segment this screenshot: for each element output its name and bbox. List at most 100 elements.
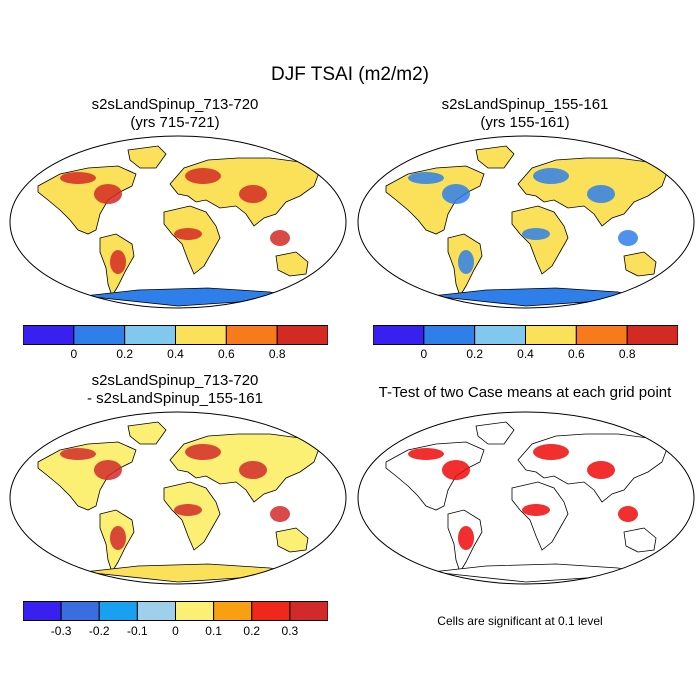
colorbar-case-2-tick-label: 0.4 bbox=[517, 347, 534, 361]
map-field-patch bbox=[60, 448, 96, 460]
colorbar-case-2-tick-label: 0 bbox=[420, 347, 428, 361]
map-difference bbox=[9, 411, 347, 585]
continent-africa bbox=[163, 205, 221, 275]
colorbar-case-1-swatch bbox=[124, 325, 176, 345]
continent-australia bbox=[275, 251, 309, 277]
colorbar-difference-labels: -0.3 -0.2 -0.1 0 0.1 0.2 0.3 bbox=[23, 624, 328, 640]
colorbar-case-2-swatch bbox=[575, 325, 628, 345]
panel-3-title-line1: s2sLandSpinup_713-720 bbox=[91, 372, 259, 389]
map-field-patch bbox=[618, 506, 638, 522]
map-field-patch bbox=[185, 444, 221, 460]
map-field-patch bbox=[408, 448, 444, 460]
continent-australia bbox=[275, 527, 309, 553]
panel-4-title-line1: T-Test of two Case means at each grid po… bbox=[378, 384, 672, 401]
colorbar-case-2 bbox=[373, 325, 678, 345]
panel-1-title-line2: (yrs 715-721) bbox=[130, 114, 220, 131]
colorbar-case-2-labels: 0 0.2 0.4 0.6 0.8 bbox=[373, 347, 678, 363]
panel-1-title-line1: s2sLandSpinup_713-720 bbox=[91, 96, 259, 113]
colorbar-difference-swatch bbox=[213, 601, 253, 621]
map-ttest bbox=[357, 411, 695, 585]
colorbar-difference-tick-label: 0 bbox=[172, 624, 179, 638]
panel-3-title-line2: - s2sLandSpinup_155-161 bbox=[87, 390, 263, 407]
map-field-patch bbox=[442, 184, 470, 204]
continent-north-america bbox=[37, 441, 137, 511]
map-field-patch bbox=[94, 184, 122, 204]
colorbar-case-2-swatch bbox=[474, 325, 526, 345]
colorbar-difference bbox=[23, 601, 328, 621]
map-border bbox=[357, 135, 695, 309]
map-field-patch bbox=[60, 172, 96, 184]
colorbar-case-2-tick-label: 0.2 bbox=[466, 347, 483, 361]
map-field-patch bbox=[174, 504, 202, 516]
colorbar-difference-tick-label: -0.1 bbox=[127, 624, 148, 638]
map-field-patch bbox=[270, 230, 290, 246]
map-field-patch bbox=[110, 526, 126, 550]
map-field-patch bbox=[239, 461, 267, 479]
continent-greenland bbox=[475, 421, 515, 445]
colorbar-case-1-swatch bbox=[276, 325, 328, 345]
colorbar-difference-tick-label: 0.1 bbox=[205, 624, 222, 638]
map-field-patch bbox=[94, 460, 122, 480]
colorbar-case-2-swatch bbox=[423, 325, 476, 345]
colorbar-case-1-tick-label: 0.6 bbox=[217, 347, 235, 361]
panel-2-title-line2: (yrs 155-161) bbox=[480, 114, 570, 131]
colorbar-case-1-swatch bbox=[23, 325, 75, 345]
colorbar-case-1-tick-label: 0.8 bbox=[268, 347, 286, 361]
figure-title: DJF TSAI (m2/m2) bbox=[271, 64, 429, 85]
continent-greenland bbox=[127, 145, 167, 169]
continent-africa bbox=[511, 205, 569, 275]
map-field-patch bbox=[533, 444, 569, 460]
colorbar-case-2-swatch bbox=[626, 325, 678, 345]
colorbar-difference-swatch bbox=[98, 601, 138, 621]
map-case-2 bbox=[357, 135, 695, 309]
colorbar-difference-swatch bbox=[136, 601, 176, 621]
map-field-patch bbox=[522, 228, 550, 240]
continent-north-america bbox=[385, 165, 485, 235]
colorbar-case-2-swatch bbox=[525, 325, 577, 345]
map-field-patch bbox=[458, 526, 474, 550]
colorbar-case-1-tick-label: 0.4 bbox=[167, 347, 184, 361]
colorbar-case-2-swatch bbox=[373, 325, 425, 345]
map-border bbox=[9, 135, 347, 309]
colorbar-case-1-swatch bbox=[73, 325, 126, 345]
continent-africa bbox=[511, 481, 569, 551]
continent-africa bbox=[163, 481, 221, 551]
colorbar-case-2-tick-label: 0.6 bbox=[567, 347, 585, 361]
colorbar-difference-swatch bbox=[23, 601, 62, 621]
continent-north-america bbox=[37, 165, 137, 235]
colorbar-case-1-labels: 0 0.2 0.4 0.6 0.8 bbox=[23, 347, 328, 363]
colorbar-difference-swatch bbox=[289, 601, 328, 621]
colorbar-case-2-tick-label: 0.8 bbox=[618, 347, 636, 361]
colorbar-difference-swatch bbox=[175, 601, 215, 621]
map-field-patch bbox=[618, 230, 638, 246]
colorbar-case-1-swatch bbox=[225, 325, 278, 345]
panel-4-title: T-Test of two Case means at each grid po… bbox=[355, 384, 695, 402]
map-field-patch bbox=[174, 228, 202, 240]
colorbar-difference-swatch bbox=[60, 601, 100, 621]
colorbar-case-1-swatch bbox=[175, 325, 227, 345]
continent-north-america bbox=[385, 441, 485, 511]
map-border bbox=[9, 411, 347, 585]
map-case-1 bbox=[9, 135, 347, 309]
map-border bbox=[357, 411, 695, 585]
continent-greenland bbox=[127, 421, 167, 445]
continent-australia bbox=[623, 527, 657, 553]
colorbar-case-1-tick-label: 0.2 bbox=[116, 347, 133, 361]
map-field-patch bbox=[110, 250, 126, 274]
panel-2-title-line1: s2sLandSpinup_155-161 bbox=[441, 96, 609, 113]
map-field-patch bbox=[587, 461, 615, 479]
map-field-patch bbox=[185, 168, 221, 184]
continent-australia bbox=[623, 251, 657, 277]
map-field-patch bbox=[239, 185, 267, 203]
map-field-patch bbox=[458, 250, 474, 274]
colorbar-difference-tick-label: 0.3 bbox=[281, 624, 299, 638]
map-field-patch bbox=[533, 168, 569, 184]
colorbar-case-1-tick-label: 0 bbox=[70, 347, 78, 361]
continent-greenland bbox=[475, 145, 515, 169]
map-field-patch bbox=[442, 460, 470, 480]
map-field-patch bbox=[587, 185, 615, 203]
map-field-patch bbox=[408, 172, 444, 184]
colorbar-difference-swatch bbox=[251, 601, 291, 621]
panel-3-title: s2sLandSpinup_713-720 - s2sLandSpinup_15… bbox=[15, 372, 335, 408]
map-field-patch bbox=[522, 504, 550, 516]
